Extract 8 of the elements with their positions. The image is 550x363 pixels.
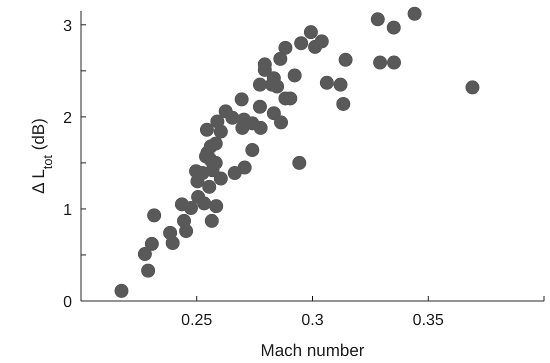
y-tick-label: 2 (63, 110, 72, 127)
y-tick-label: 3 (63, 18, 72, 35)
x-tick-label: 0.35 (412, 312, 444, 329)
x-tick-label: 0.3 (301, 312, 324, 329)
x-tick-label: 0.25 (181, 312, 212, 329)
x-axis-title: Mach number (260, 341, 365, 360)
y-tick-label: 1 (63, 202, 72, 219)
y-tick-label: 0 (63, 294, 72, 311)
